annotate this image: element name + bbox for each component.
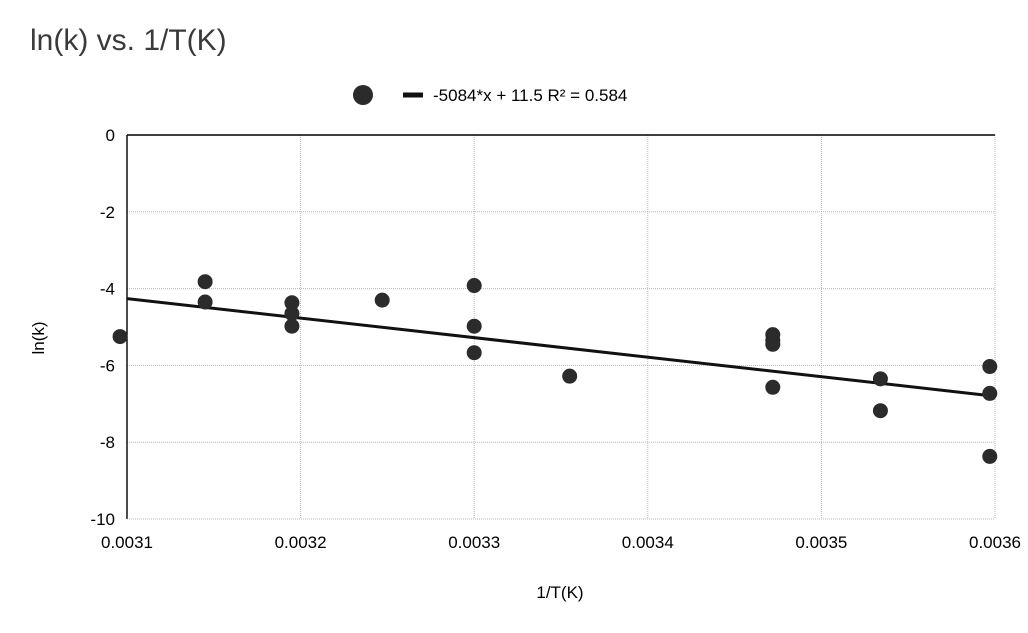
grid — [127, 135, 996, 520]
data-point — [982, 359, 998, 375]
data-point — [197, 274, 213, 290]
data-point — [562, 368, 578, 384]
y-tick-label: -2 — [100, 203, 115, 222]
data-point — [872, 403, 888, 419]
data-point — [112, 329, 128, 345]
axes — [126, 134, 995, 520]
x-tick-label: 0.0035 — [795, 533, 847, 552]
data-point — [466, 345, 482, 361]
data-point — [284, 295, 300, 311]
y-tick-labels: 0 -2 -4 -6 -8 -10 — [90, 126, 115, 529]
data-point — [284, 318, 300, 334]
data-point — [765, 379, 781, 395]
data-point — [466, 318, 482, 334]
data-point — [982, 385, 998, 401]
data-point — [197, 294, 213, 310]
x-tick-label: 0.0031 — [101, 533, 153, 552]
data-point — [872, 371, 888, 387]
x-tick-label: 0.0034 — [622, 533, 674, 552]
y-tick-label: 0 — [106, 126, 115, 145]
x-tick-label: 0.0032 — [275, 533, 327, 552]
y-axis-label: ln(k) — [29, 321, 48, 354]
legend: -5084*x + 11.5 R² = 0.584 — [353, 85, 627, 105]
y-tick-label: -4 — [100, 280, 115, 299]
legend-marker — [353, 85, 373, 105]
x-tick-label: 0.0036 — [969, 533, 1021, 552]
x-tick-labels: 0.0031 0.0032 0.0033 0.0034 0.0035 0.0036 — [101, 533, 1021, 552]
data-point — [982, 448, 998, 464]
trendline — [126, 297, 996, 398]
data-point — [466, 278, 482, 294]
data-points — [112, 274, 998, 464]
y-tick-label: -6 — [100, 356, 115, 375]
data-point — [284, 306, 300, 322]
y-tick-label: -10 — [90, 510, 115, 529]
data-point — [374, 292, 390, 308]
legend-label: -5084*x + 11.5 R² = 0.584 — [433, 86, 627, 105]
x-tick-label: 0.0033 — [448, 533, 500, 552]
data-point — [765, 336, 781, 352]
x-axis-label: 1/T(K) — [536, 583, 583, 602]
chart-title: ln(k) vs. 1/T(K) — [30, 24, 227, 57]
y-tick-label: -8 — [100, 433, 115, 452]
trendline-layer — [126, 297, 996, 398]
